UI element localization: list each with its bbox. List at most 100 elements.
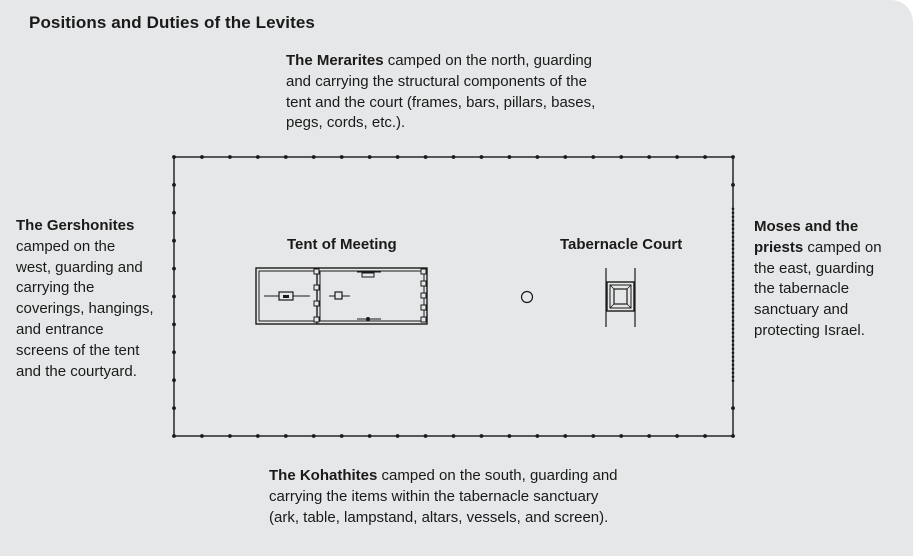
fence-post xyxy=(647,155,652,159)
entrance-pillar xyxy=(420,268,427,275)
gate-post xyxy=(731,303,735,307)
gate-post xyxy=(731,363,735,367)
fence-post xyxy=(339,155,344,159)
fence-post xyxy=(451,434,456,438)
gate-post xyxy=(731,259,735,263)
gate-post xyxy=(731,251,735,255)
gate-post xyxy=(731,283,735,287)
south-line-1: camped on the south, guarding and xyxy=(377,467,618,484)
priests-name: priests xyxy=(754,238,804,256)
gate-post xyxy=(731,223,735,227)
north-line-1: camped on the north, guarding xyxy=(383,52,593,69)
east-line-3: the tabernacle xyxy=(754,280,850,298)
gate-post xyxy=(731,287,735,291)
gate-post xyxy=(731,271,735,275)
south-caption: The Kohathites camped on the south, guar… xyxy=(269,466,659,528)
fence-post xyxy=(255,434,260,438)
fence-post xyxy=(507,434,512,438)
entrance-pillar xyxy=(420,292,427,299)
fence-post xyxy=(172,434,176,438)
west-line-6: screens of the tent xyxy=(16,341,140,359)
gate-post xyxy=(731,219,735,223)
altar-top xyxy=(613,288,628,305)
fence-post xyxy=(591,434,596,438)
incense-altar xyxy=(334,291,343,300)
fence-post xyxy=(591,155,596,159)
fence-post xyxy=(647,434,652,438)
moses-name: Moses and the xyxy=(754,218,859,235)
entrance-pillar xyxy=(420,280,427,287)
fence-posts xyxy=(172,155,735,438)
gate-post xyxy=(731,215,735,219)
fence-post xyxy=(228,434,232,438)
gate-post xyxy=(731,243,735,247)
veil-pillar xyxy=(313,268,320,275)
gate-post xyxy=(731,359,735,363)
fence-post xyxy=(703,155,707,159)
gate-post xyxy=(731,327,735,331)
fence-post xyxy=(731,155,735,159)
gate-post xyxy=(731,231,735,235)
lampstand xyxy=(366,317,370,321)
gate-post xyxy=(731,311,735,315)
east-gate-posts xyxy=(731,207,735,383)
fence-post xyxy=(172,350,176,355)
altar-corner xyxy=(626,284,632,290)
fence-post xyxy=(367,155,372,159)
fence-post xyxy=(563,434,568,438)
gate-post xyxy=(731,295,735,299)
south-line-2: carrying the items within the tabernacle… xyxy=(269,487,599,505)
north-line-3: tent and the court (frames, bars, pillar… xyxy=(286,93,596,111)
gate-post xyxy=(731,331,735,335)
fence-post xyxy=(172,322,176,327)
west-line-2: west, guarding and xyxy=(16,258,143,276)
fence-post xyxy=(172,183,176,187)
fence-post xyxy=(311,155,316,159)
fence-post xyxy=(675,155,679,159)
fence-post xyxy=(563,155,568,159)
gate-post xyxy=(731,299,735,303)
south-line-3: (ark, table, lampstand, altars, vessels,… xyxy=(269,508,609,526)
veil-pillar xyxy=(313,316,320,323)
fence-post xyxy=(731,406,735,410)
west-line-3: carrying the xyxy=(16,279,95,297)
entrance-pillar xyxy=(420,304,427,311)
tabernacle-court-label: Tabernacle Court xyxy=(560,236,683,253)
east-line-2: the east, guarding xyxy=(754,259,875,277)
gate-post xyxy=(731,235,735,239)
tent-outer-wall xyxy=(255,267,428,325)
fence-post xyxy=(367,434,372,438)
north-caption: The Merarites camped on the north, guard… xyxy=(286,51,636,134)
gate-post xyxy=(731,207,735,211)
fence-post xyxy=(172,155,176,159)
ark-mercy-seat xyxy=(283,295,289,298)
gate-post xyxy=(731,355,735,359)
fence-post xyxy=(283,155,288,159)
west-line-1: camped on the xyxy=(16,237,116,255)
gate-post xyxy=(731,367,735,371)
gate-post xyxy=(731,347,735,351)
gate-post xyxy=(731,351,735,355)
fence-post xyxy=(172,294,176,299)
fence-post xyxy=(619,155,624,159)
gate-post xyxy=(731,315,735,319)
fence-post xyxy=(172,238,176,243)
north-line-4: pegs, cords, etc.). xyxy=(286,114,406,132)
veil-pillar xyxy=(313,284,320,291)
west-line-7: and the courtyard. xyxy=(16,362,137,380)
gate-post xyxy=(731,319,735,323)
west-line-5: and entrance xyxy=(16,320,104,338)
fence-post xyxy=(731,183,735,187)
fence-post xyxy=(703,434,707,438)
fence-post xyxy=(200,155,204,159)
fence-post xyxy=(228,155,232,159)
east-caption: Moses and the priests camped on the east, … xyxy=(754,217,904,342)
fence-post xyxy=(423,434,428,438)
kohathites-name: The Kohathites xyxy=(269,467,378,484)
gate-post xyxy=(731,263,735,267)
fence-post xyxy=(507,155,512,159)
fence-post xyxy=(339,434,344,438)
east-line-5: protecting Israel. xyxy=(754,321,865,339)
